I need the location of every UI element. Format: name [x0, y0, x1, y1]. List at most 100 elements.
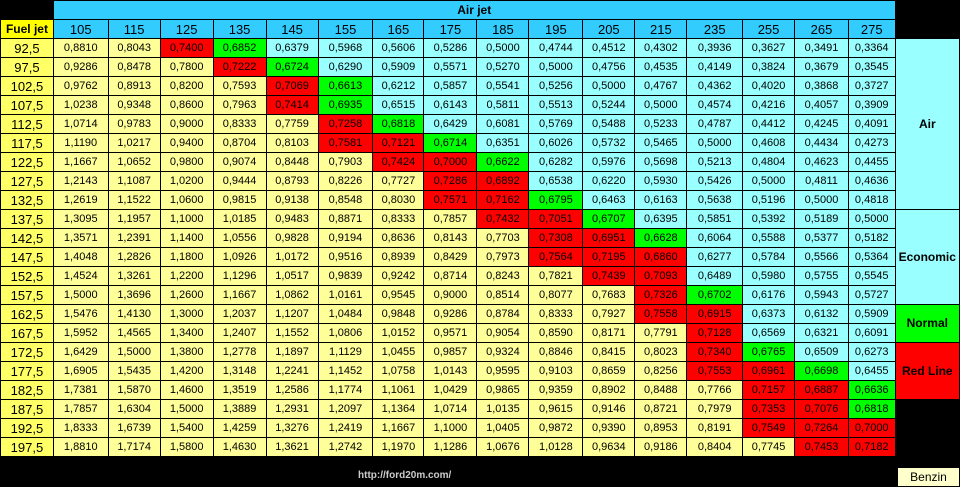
ratio-cell: 0,4608: [742, 133, 796, 153]
fuel-jet-size: 112,5: [0, 114, 54, 134]
fuel-jet-size: 197,5: [0, 437, 54, 457]
air-jet-size: 105: [52, 19, 109, 39]
ratio-cell: 1,2742: [317, 437, 374, 457]
fuel-jet-size: 182,5: [0, 380, 54, 400]
ratio-cell: 0,7759: [265, 114, 319, 134]
ratio-cell: 0,6818: [847, 399, 896, 419]
ratio-cell: 0,8939: [372, 247, 425, 267]
table-row: 182,5 1,7381 1,5870 1,4600 1,3519 1,2586 1,177…: [0, 380, 960, 400]
ratio-cell: 0,6622: [476, 152, 530, 172]
ratio-cell: 0,3727: [847, 76, 896, 96]
fuel-jet-size: 187,5: [0, 399, 54, 419]
legend-economic: Economic: [894, 209, 960, 305]
ratio-cell: 1,5000: [107, 342, 161, 362]
ratio-cell: 0,9146: [582, 399, 636, 419]
ratio-cell: 0,5377: [794, 228, 849, 248]
ratio-cell: 1,2931: [265, 399, 319, 419]
ratio-cell: 1,1087: [107, 171, 161, 191]
fuel-jet-size: 157,5: [0, 285, 54, 305]
ratio-cell: 1,2826: [107, 247, 161, 267]
ratio-cell: 0,8636: [372, 228, 425, 248]
ratio-cell: 0,7745: [742, 437, 796, 457]
ratio-cell: 0,9390: [582, 418, 636, 438]
ratio-cell: 0,8191: [686, 418, 744, 438]
ratio-cell: 0,5000: [847, 209, 896, 229]
ratio-cell: 0,6395: [634, 209, 688, 229]
ratio-cell: 0,9444: [212, 171, 267, 191]
ratio-cell: 0,6707: [582, 209, 636, 229]
ratio-cell: 0,4412: [742, 114, 796, 134]
ratio-cell: 0,5541: [476, 76, 530, 96]
table-row: 137,5 1,3095 1,1957 1,1000 1,0185 0,9483 0,887…: [0, 209, 960, 305]
ratio-cell: 0,7703: [476, 228, 530, 248]
ratio-cell: 0,8784: [476, 304, 530, 324]
ratio-cell: 0,5233: [634, 114, 688, 134]
ratio-cell: 0,6351: [476, 133, 530, 153]
ratio-cell: 0,7800: [159, 57, 214, 77]
ratio-cell: 1,0161: [317, 285, 374, 305]
ratio-cell: 0,3545: [847, 57, 896, 77]
ratio-cell: 1,5435: [107, 361, 161, 381]
ratio-cell: 0,7432: [476, 209, 530, 229]
ratio-cell: 0,7439: [582, 266, 636, 286]
ratio-cell: 0,5732: [582, 133, 636, 153]
ratio-cell: 0,6892: [476, 171, 530, 191]
ratio-cell: 0,5545: [847, 266, 896, 286]
ratio-cell: 0,8721: [634, 399, 688, 419]
ratio-cell: 1,0484: [317, 304, 374, 324]
ratio-cell: 0,6935: [317, 95, 374, 115]
ratio-cell: 0,4512: [582, 38, 636, 58]
ratio-cell: 0,5976: [582, 152, 636, 172]
fuel-jet-size: 102,5: [0, 76, 54, 96]
ratio-cell: 1,3621: [265, 437, 319, 457]
ratio-cell: 1,4600: [159, 380, 214, 400]
ratio-cell: 0,8200: [159, 76, 214, 96]
header-corner: [0, 0, 54, 20]
ratio-cell: 0,7286: [423, 171, 478, 191]
ratio-cell: 1,0135: [476, 399, 530, 419]
air-jet-size: 275: [847, 19, 896, 39]
ratio-cell: 1,2419: [317, 418, 374, 438]
ratio-cell: 1,6429: [52, 342, 109, 362]
ratio-cell: 0,6698: [794, 361, 849, 381]
ratio-cell: 0,7821: [528, 266, 584, 286]
ratio-cell: 1,0217: [107, 133, 161, 153]
ratio-cell: 0,6026: [528, 133, 584, 153]
ratio-cell: 0,9000: [423, 285, 478, 305]
ratio-cell: 0,6064: [686, 228, 744, 248]
ratio-cell: 0,6321: [794, 323, 849, 343]
ratio-cell: 0,4149: [686, 57, 744, 77]
table-row: 167,5 1,5952 1,4565 1,3400 1,2407 1,1552 1,080…: [0, 323, 960, 343]
ratio-cell: 0,9186: [634, 437, 688, 457]
ratio-cell: 1,1667: [372, 418, 425, 438]
legend-air: Air: [894, 38, 960, 210]
ratio-cell: 0,8333: [372, 209, 425, 229]
ratio-cell: 0,4020: [742, 76, 796, 96]
ratio-cell: 1,1552: [265, 323, 319, 343]
ratio-cell: 1,0556: [212, 228, 267, 248]
legend-red-line: Red Line: [894, 342, 960, 400]
ratio-cell: 0,4302: [634, 38, 688, 58]
ratio-cell: 0,9762: [52, 76, 109, 96]
fuel-jet-size: 122,5: [0, 152, 54, 172]
ratio-cell: 0,7857: [423, 209, 478, 229]
ratio-cell: 1,7174: [107, 437, 161, 457]
ratio-cell: 0,8171: [582, 323, 636, 343]
ratio-cell: 0,5980: [742, 266, 796, 286]
ratio-cell: 0,5943: [794, 285, 849, 305]
ratio-cell: 0,6951: [582, 228, 636, 248]
ratio-cell: 0,8226: [317, 171, 374, 191]
ratio-cell: 0,7766: [686, 380, 744, 400]
ratio-cell: 0,5000: [742, 171, 796, 191]
ratio-cell: 0,5000: [476, 38, 530, 58]
ratio-cell: 0,8030: [372, 190, 425, 210]
ratio-cell: 1,2407: [212, 323, 267, 343]
ratio-cell: 0,8043: [107, 38, 161, 58]
ratio-cell: 0,7076: [794, 399, 849, 419]
fuel-jet-size: 107,5: [0, 95, 54, 115]
ratio-cell: 1,5000: [159, 399, 214, 419]
ratio-cell: 1,1452: [317, 361, 374, 381]
legend-blank: [894, 399, 960, 419]
ratio-cell: 1,1957: [107, 209, 161, 229]
ratio-cell: 0,5513: [528, 95, 584, 115]
